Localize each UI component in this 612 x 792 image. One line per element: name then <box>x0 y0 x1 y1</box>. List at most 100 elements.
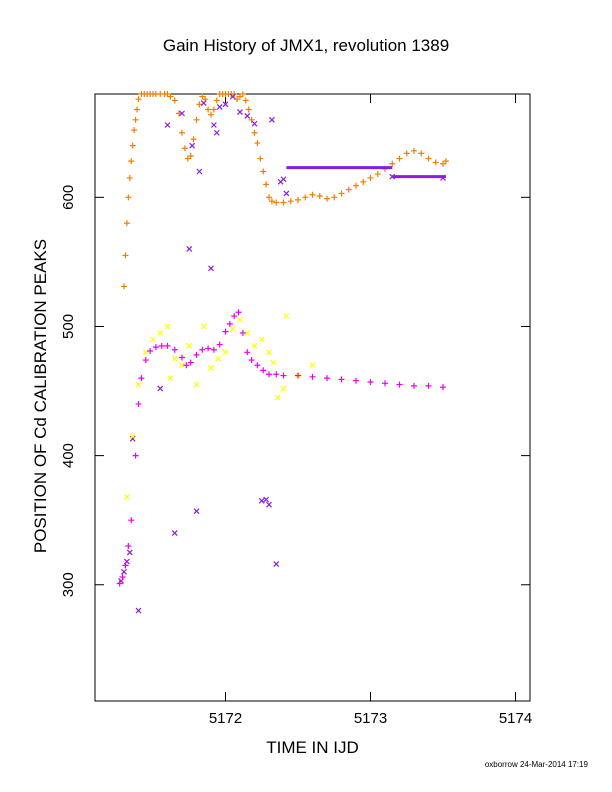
series-0-point-1 <box>122 252 129 259</box>
series-0-point-72 <box>396 155 403 162</box>
plot-frame <box>94 93 531 702</box>
series-0-point-32 <box>205 106 212 113</box>
series-0-point-28 <box>193 116 200 123</box>
series-1-point-13 <box>196 168 203 175</box>
series-3-point-6 <box>135 400 142 407</box>
series-3-point-2 <box>122 562 129 569</box>
series-0-point-22 <box>176 110 183 117</box>
series-2-point-5 <box>157 330 164 336</box>
series-0-point-55 <box>273 199 280 206</box>
series-0-point-63 <box>331 194 338 201</box>
series-0-point-53 <box>266 194 272 201</box>
series-0-point-79 <box>442 158 449 165</box>
series-2-point-16 <box>229 326 236 332</box>
y-tick-label-3: 600 <box>60 185 77 210</box>
axis-ticks: 5172 5173 5174 300 400 500 600 <box>60 94 532 727</box>
series-0-point-61 <box>316 193 323 200</box>
x-axis-label: TIME IN IJD <box>266 738 359 757</box>
series-1-point-3 <box>126 549 133 556</box>
series-2-point-27 <box>309 362 316 369</box>
series-0-point-41 <box>231 91 238 97</box>
series-0-point-45 <box>242 97 249 104</box>
series-0-point-77 <box>432 159 439 166</box>
series-1-point-31 <box>283 190 290 197</box>
series-0-point-69 <box>374 171 381 178</box>
series-3-point-21 <box>216 341 223 348</box>
series-1-point-25 <box>263 496 270 503</box>
series-2-point-2 <box>135 381 142 388</box>
series-0-point-65 <box>345 186 352 193</box>
series-3-point-18 <box>199 346 206 353</box>
series-3-point-34 <box>295 372 301 379</box>
series-1-point-6 <box>157 385 164 392</box>
series-0-point-59 <box>302 194 309 201</box>
series-2-point-17 <box>237 317 243 323</box>
series-3-point-10 <box>152 344 159 351</box>
series-1-point-30 <box>280 176 287 183</box>
series-3-point-19 <box>205 345 212 352</box>
credit-stamp: oxborrow 24-Mar-2014 17:19 <box>484 760 588 769</box>
series-3-point-13 <box>171 346 178 353</box>
series-0-point-62 <box>324 195 330 202</box>
series-2-point-8 <box>171 355 178 362</box>
series-3-point-9 <box>147 348 154 355</box>
series-0-point-56 <box>280 199 287 206</box>
series-3-point-29 <box>254 362 261 369</box>
series-0-point-27 <box>190 136 197 143</box>
series-0-point-6 <box>129 142 136 149</box>
series-0-point-57 <box>287 198 294 205</box>
series-0-point-71 <box>389 160 396 167</box>
series-0-point-67 <box>360 178 367 185</box>
series-0-point-24 <box>181 145 188 152</box>
series-0-point-9 <box>134 106 141 113</box>
series-0 <box>121 91 449 290</box>
series-3-point-16 <box>187 359 194 366</box>
series-3-point-15 <box>183 362 190 369</box>
series-0-point-10 <box>135 96 142 103</box>
series-1-point-20 <box>229 93 236 100</box>
series-2-point-10 <box>186 342 193 349</box>
series-0-point-49 <box>254 140 261 147</box>
series-2-point-14 <box>215 355 222 362</box>
series-3-point-42 <box>411 382 417 389</box>
x-tick-label-1: 5173 <box>354 710 387 727</box>
series-0-point-34 <box>210 106 217 113</box>
series-1-point-19 <box>222 101 229 108</box>
series-2-point-0 <box>123 494 130 500</box>
series-0-point-20 <box>167 93 174 100</box>
series-3-point-31 <box>266 371 272 378</box>
series-0-point-52 <box>263 181 270 188</box>
series-3-point-11 <box>158 342 165 349</box>
series-3-point-38 <box>353 377 359 384</box>
series-3-point-27 <box>244 349 251 356</box>
y-tick-label-2: 500 <box>60 314 77 339</box>
series-2-point-4 <box>150 336 156 343</box>
series-0-point-5 <box>128 158 135 165</box>
series-1-point-16 <box>210 122 217 128</box>
series-3-point-40 <box>382 380 388 387</box>
series-2-point-1 <box>129 433 136 440</box>
series-3-point-5 <box>132 452 139 459</box>
series-0-point-60 <box>309 191 316 198</box>
series-3-point-12 <box>164 342 171 349</box>
series-0-point-7 <box>131 127 138 134</box>
series-1-point-27 <box>268 116 275 123</box>
series-0-point-47 <box>248 116 255 123</box>
series-2-point-18 <box>244 330 251 336</box>
series-2-point-7 <box>167 375 174 382</box>
series-1-point-23 <box>251 120 258 127</box>
chart-title: Gain History of JMX1, revolution 1389 <box>162 36 450 55</box>
y-tick-label-1: 400 <box>60 443 77 468</box>
series-0-point-76 <box>425 155 432 162</box>
series-0-point-54 <box>268 198 275 205</box>
series-1-point-24 <box>258 497 265 504</box>
series-0-point-33 <box>208 111 214 118</box>
x-tick-label-2: 5174 <box>499 710 532 727</box>
series-0-point-75 <box>418 150 425 157</box>
series-3-point-1 <box>119 574 126 581</box>
series-0-point-73 <box>403 150 410 157</box>
series-0-point-8 <box>132 116 139 123</box>
series-2-point-15 <box>222 349 229 356</box>
series-2-point-23 <box>274 394 281 401</box>
